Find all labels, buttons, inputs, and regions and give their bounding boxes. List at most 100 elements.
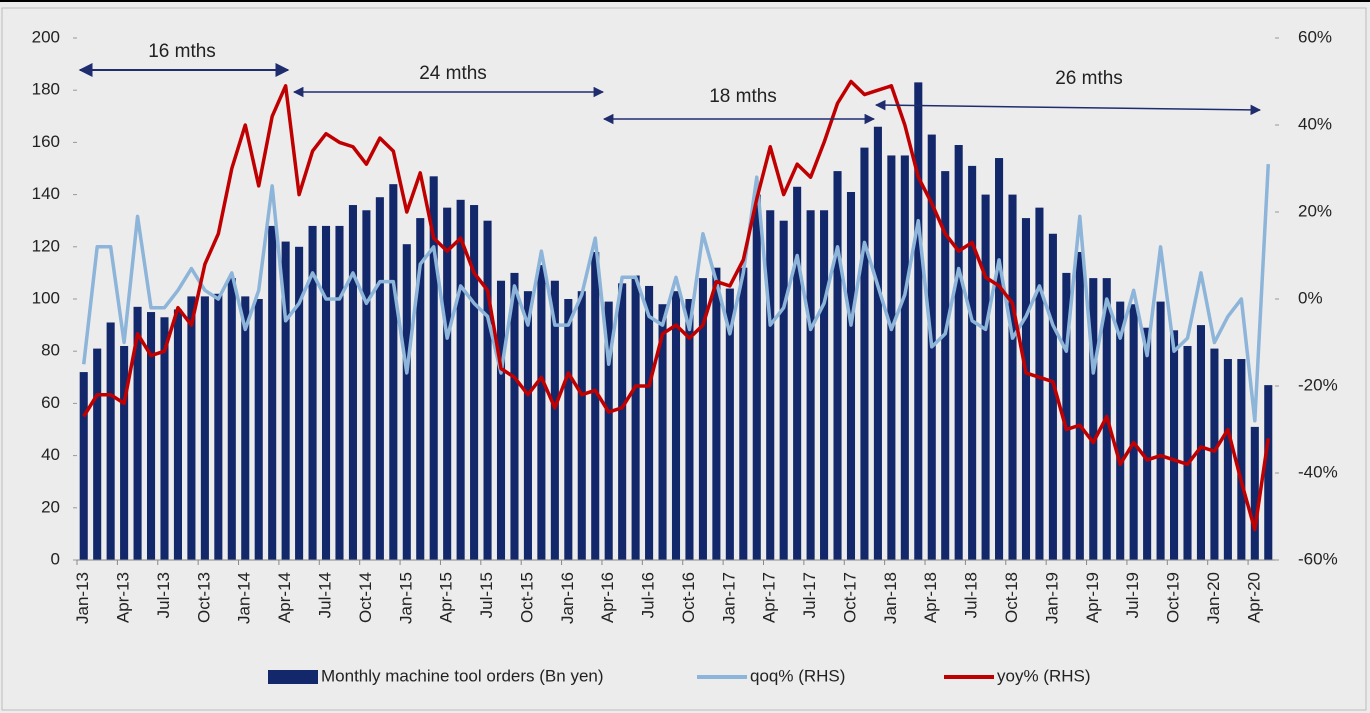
bar: [173, 309, 182, 560]
y2-tick-label: 0%: [1298, 288, 1323, 307]
bar: [79, 372, 88, 560]
y2-tick-label: 60%: [1298, 27, 1332, 46]
bar: [941, 171, 950, 561]
bar: [1008, 194, 1017, 560]
bar: [254, 299, 263, 560]
bar: [698, 278, 707, 560]
frame: [1, 7, 1367, 711]
y-tick-label: 60: [41, 393, 60, 412]
bar: [335, 225, 344, 561]
bar: [227, 278, 236, 560]
bar: [645, 285, 654, 560]
bar: [806, 210, 815, 560]
x-tick-label: Jan-20: [1204, 572, 1223, 624]
bar: [752, 194, 761, 560]
bar: [416, 218, 425, 560]
bar: [1075, 252, 1084, 560]
bar: [995, 158, 1004, 560]
bar: [1143, 327, 1152, 560]
x-tick-label: Apr-16: [598, 572, 617, 623]
bar: [1156, 301, 1165, 560]
annotation: 18 mths: [709, 86, 777, 107]
x-tick-label: Oct-18: [1002, 572, 1021, 623]
bar: [160, 317, 169, 560]
x-tick-label: Apr-17: [760, 572, 779, 623]
x-tick-label: Jul-15: [477, 572, 496, 618]
bar: [402, 244, 411, 560]
bar: [443, 207, 452, 560]
x-tick-label: Jan-14: [235, 572, 254, 624]
x-tick-label: Oct-13: [194, 572, 213, 623]
y-tick-label: 140: [32, 184, 60, 203]
bar: [348, 205, 357, 561]
x-tick-label: Jan-13: [73, 572, 92, 624]
plot-area: 0 20 40 60 80 100 120 140 160 180 200 -60% -40% -20% 0…: [32, 27, 1338, 624]
bar: [779, 220, 788, 560]
bar: [833, 171, 842, 561]
x-tick-label: Jan-15: [396, 572, 415, 624]
x-tick-label: Oct-19: [1164, 572, 1183, 623]
bar: [712, 267, 721, 560]
bar: [981, 194, 990, 560]
x-tick-label: Jan-17: [719, 572, 738, 624]
bar: [860, 147, 869, 560]
line: [81, 164, 1271, 423]
bar: [523, 291, 532, 560]
y-tick-label: 100: [32, 288, 60, 307]
bar: [1048, 233, 1057, 560]
x-tick-label: Jul-18: [962, 572, 981, 618]
annotation: 26 mths: [1055, 68, 1123, 89]
y-tick-label: 180: [32, 80, 60, 99]
bar: [618, 283, 627, 560]
x-tick-label: Jul-17: [800, 572, 819, 618]
bar: [470, 205, 479, 561]
bar: [1183, 345, 1192, 560]
bar: [537, 265, 546, 560]
legend-swatch: [268, 670, 318, 684]
bar: [631, 275, 640, 560]
bar: [1035, 207, 1044, 560]
bar: [846, 191, 856, 561]
bar: [1210, 348, 1219, 560]
legend: Monthly machine tool orders (Bn yen) qoq%…: [268, 666, 1091, 685]
bar: [268, 225, 277, 561]
x-tick-label: Apr-15: [437, 572, 456, 623]
x-tick-label: Apr-13: [114, 572, 133, 623]
bar: [604, 301, 613, 560]
y2-tick-label: -60%: [1298, 549, 1338, 568]
bar: [1223, 359, 1232, 560]
bar: [362, 210, 371, 560]
bar: [577, 291, 586, 560]
annotation: 16 mths: [148, 41, 216, 62]
bar: [550, 280, 559, 560]
bar: [900, 155, 909, 560]
bar: [308, 225, 317, 561]
bar: [1264, 385, 1273, 560]
x-tick-label: Jan-16: [558, 572, 577, 624]
x-tick-label: Jul-14: [316, 572, 335, 618]
bar: [685, 299, 694, 560]
bar: [281, 241, 290, 560]
y2-tick-label: -40%: [1298, 462, 1338, 481]
bar: [133, 306, 142, 560]
bar: [1237, 359, 1246, 560]
bar: [914, 82, 923, 561]
bar: [200, 296, 209, 560]
bar: [456, 199, 465, 560]
bar: [658, 304, 667, 560]
bar: [1170, 330, 1179, 560]
x-tick-label: Jul-19: [1123, 572, 1142, 618]
line: [82, 79, 1271, 532]
bar: [591, 252, 600, 560]
bar: [1196, 325, 1206, 560]
bar: [483, 220, 492, 560]
x-tick-label: Oct-14: [356, 572, 375, 623]
annotations: 16 mths 24 mths 18 mths 26 mths: [78, 41, 1262, 125]
x-tick-label: Jul-16: [639, 572, 658, 618]
x-tick-label: Apr-18: [921, 572, 940, 623]
bar: [146, 312, 156, 560]
x-tick-label: Oct-16: [679, 572, 698, 623]
bar: [887, 155, 896, 560]
bar: [564, 299, 573, 560]
